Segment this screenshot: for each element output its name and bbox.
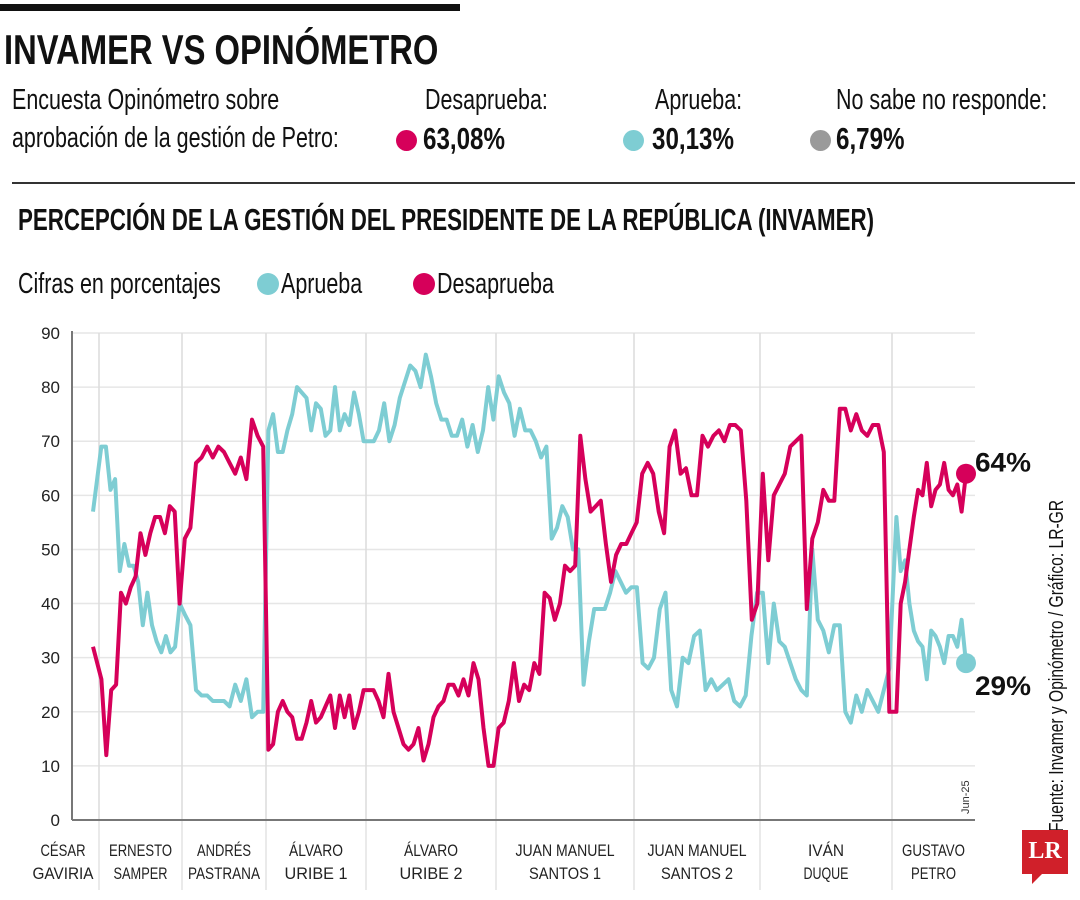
y-tick-label: 10 bbox=[41, 757, 60, 776]
legend-desaprueba-dot-icon bbox=[413, 273, 435, 295]
term-label-line1: JUAN MANUEL bbox=[648, 841, 747, 860]
term-label-line2: PETRO bbox=[911, 864, 956, 883]
legend-aprueba-label: Aprueba bbox=[281, 268, 363, 300]
y-tick-label: 80 bbox=[41, 378, 60, 397]
top-rule bbox=[0, 4, 460, 11]
y-tick-label: 0 bbox=[51, 811, 60, 830]
page-title: INVAMER VS OPINÓMETRO bbox=[4, 26, 561, 74]
legend-aprueba-dot-icon bbox=[257, 273, 279, 295]
desaprueba-dot-icon bbox=[396, 130, 417, 151]
y-tick-label: 40 bbox=[41, 595, 60, 614]
term-label-line2: SAMPER bbox=[114, 864, 168, 883]
y-tick-label: 30 bbox=[41, 649, 60, 668]
term-label-line1: ÁLVARO bbox=[404, 841, 458, 860]
lr-logo-text: LR bbox=[1028, 838, 1062, 864]
stat-value: 6,79% bbox=[836, 121, 905, 156]
term-label-line2: DUQUE bbox=[804, 864, 849, 883]
term-label-line1: ÁLVARO bbox=[289, 841, 343, 860]
last-date-label: Jun-25 bbox=[960, 780, 972, 814]
source-note: Fuente: Invamer y Opinómetro / Gráfico: … bbox=[1046, 406, 1069, 832]
term-label-line1: IVÁN bbox=[808, 841, 844, 860]
stat-label: No sabe no responde: bbox=[836, 84, 1048, 116]
no-sabe-dot-icon bbox=[810, 130, 831, 151]
series-line-desaprueba bbox=[91, 406, 968, 768]
series-line-aprueba bbox=[91, 352, 968, 725]
stat-label: Desaprueba: bbox=[425, 84, 548, 116]
subtitle-text: aprobación de la gestión de Petro: bbox=[12, 122, 339, 154]
source-text: Fuente: Invamer y Opinómetro / Gráfico: … bbox=[1046, 499, 1068, 832]
term-label-line1: GUSTAVO bbox=[902, 841, 965, 860]
stat-label: Aprueba: bbox=[655, 84, 743, 116]
y-tick-label: 50 bbox=[41, 540, 60, 559]
legend-desaprueba-label: Desaprueba bbox=[437, 268, 554, 300]
term-label-line2: SANTOS 1 bbox=[529, 864, 601, 883]
term-label-line2: URIBE 2 bbox=[400, 864, 463, 883]
term-label-line1: CÉSAR bbox=[41, 841, 86, 860]
lr-logo: LR bbox=[1022, 830, 1068, 884]
section-divider bbox=[12, 182, 1075, 184]
term-label-line1: JUAN MANUEL bbox=[516, 841, 615, 860]
term-label-line2: PASTRANA bbox=[188, 864, 261, 883]
y-tick-label: 90 bbox=[41, 324, 60, 343]
aprueba-dot-icon bbox=[623, 130, 644, 151]
term-label-line2: GAVIRIA bbox=[33, 864, 95, 883]
term-label-line2: SANTOS 2 bbox=[661, 864, 733, 883]
subtitle-line2: aprobación de la gestión de Petro: bbox=[12, 122, 454, 155]
subtitle-text: Encuesta Opinómetro sobre bbox=[12, 84, 280, 116]
term-label-line2: URIBE 1 bbox=[285, 864, 348, 883]
end-marker-aprueba bbox=[956, 653, 976, 674]
end-marker-desaprueba bbox=[956, 463, 976, 484]
term-label-line1: ERNESTO bbox=[109, 841, 172, 860]
section-title: PERCEPCIÓN DE LA GESTIÓN DEL PRESIDENTE … bbox=[18, 202, 1080, 238]
y-tick-label: 70 bbox=[41, 432, 60, 451]
stat-value: 30,13% bbox=[652, 121, 735, 156]
page-title-text: INVAMER VS OPINÓMETRO bbox=[4, 26, 439, 73]
subtitle-line1: Encuesta Opinómetro sobre bbox=[12, 84, 373, 117]
y-tick-label: 20 bbox=[41, 703, 60, 722]
section-title-text: PERCEPCIÓN DE LA GESTIÓN DEL PRESIDENTE … bbox=[18, 202, 875, 237]
stat-value: 63,08% bbox=[423, 121, 506, 156]
end-label-desaprueba: 64% bbox=[975, 448, 1031, 478]
end-label-aprueba: 29% bbox=[975, 671, 1031, 701]
y-tick-label: 60 bbox=[41, 486, 60, 505]
term-label-line1: ANDRÉS bbox=[197, 841, 251, 860]
legend-note: Cifras en porcentajes bbox=[18, 268, 221, 300]
